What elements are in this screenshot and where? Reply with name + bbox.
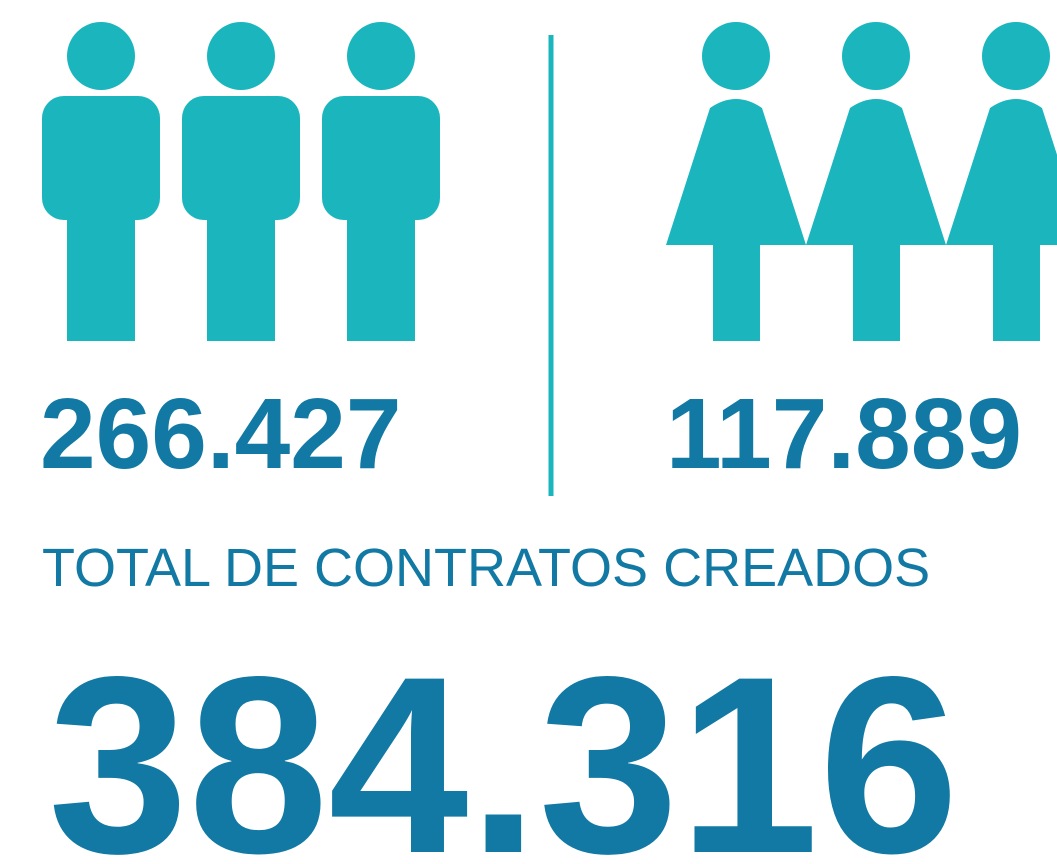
- men-count: 266.427: [40, 378, 401, 490]
- woman-icon: [666, 22, 806, 341]
- man-icon: [322, 22, 440, 341]
- man-icon: [182, 22, 300, 341]
- total-count: 384.316: [48, 625, 959, 864]
- total-label: TOTAL DE CONTRATOS CREADOS: [42, 538, 930, 598]
- woman-icon: [806, 22, 946, 341]
- man-icon: [42, 22, 160, 341]
- men-icons: [42, 22, 440, 341]
- woman-icon: [946, 22, 1057, 341]
- women-count: 117.889: [666, 378, 1022, 490]
- women-icons: [666, 22, 1057, 341]
